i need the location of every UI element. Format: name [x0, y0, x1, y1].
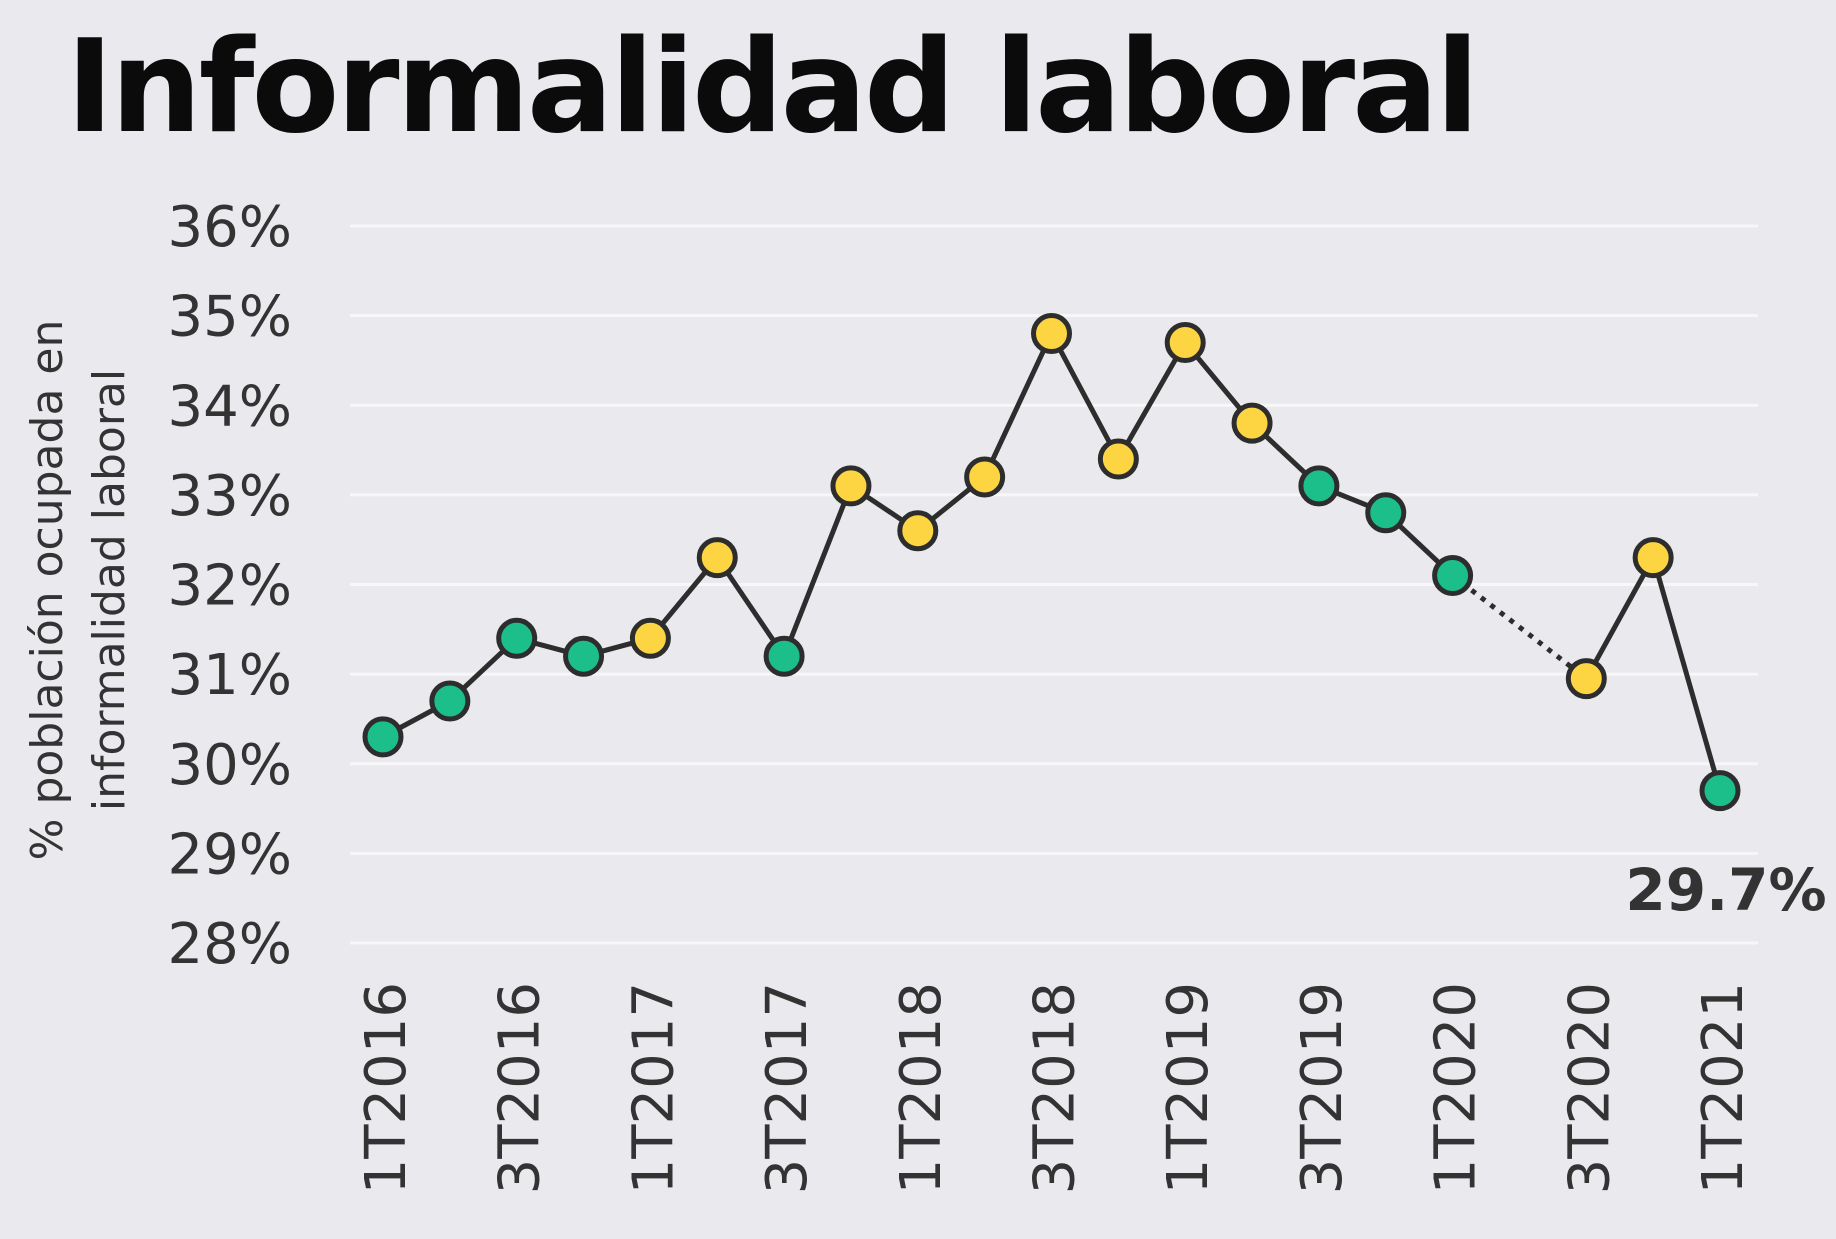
- x-tick-label: 1T2018: [889, 982, 954, 1194]
- data-point-3T2019: [1298, 465, 1340, 507]
- y-axis-label-line: informalidad laboral: [84, 369, 135, 811]
- y-tick-label: 36%: [168, 195, 292, 260]
- data-point-1T2019: [1164, 322, 1206, 364]
- x-tick-label: 1T2017: [621, 982, 686, 1194]
- y-axis-label-line: % población ocupada en: [22, 320, 73, 861]
- data-point-2T2016: [429, 680, 471, 722]
- y-axis-ticks: 28% 29% 30% 31% 32% 33% 34% 35% 36%: [168, 195, 292, 977]
- x-tick-label: 3T2017: [755, 982, 820, 1194]
- x-tick-label: 3T2019: [1290, 982, 1355, 1194]
- data-point-4T2017: [830, 465, 872, 507]
- data-point-2T2019: [1231, 402, 1273, 444]
- data-point-4T2016: [563, 635, 605, 677]
- data-point-3T2018: [1031, 313, 1072, 355]
- y-tick-label: 33%: [168, 464, 292, 529]
- data-point-1T2018: [897, 510, 939, 552]
- y-tick-label: 30%: [168, 733, 292, 798]
- x-tick-label: 1T2020: [1424, 982, 1489, 1194]
- y-tick-label: 35%: [168, 285, 292, 350]
- y-tick-label: 29%: [168, 822, 292, 887]
- x-tick-label: 3T2020: [1557, 982, 1622, 1194]
- x-tick-label: 1T2016: [354, 982, 419, 1194]
- data-point-3T2020: [1565, 658, 1607, 700]
- y-tick-label: 28%: [168, 912, 292, 977]
- y-axis-label: % población ocupada en informalidad labor…: [22, 320, 135, 861]
- data-point-3T2016: [496, 617, 538, 659]
- y-tick-label: 31%: [168, 643, 292, 708]
- data-point-2T2018: [964, 456, 1006, 498]
- data-point-4T2020: [1632, 537, 1674, 579]
- x-tick-label: 3T2016: [488, 982, 553, 1194]
- series-line: [381, 331, 1723, 792]
- data-point-4T2018: [1097, 438, 1139, 480]
- x-axis-ticks: 1T2016 3T2016 1T2017 3T2017 1T2018 3T2018 1T20…: [354, 982, 1756, 1194]
- data-point-3T2017: [763, 635, 805, 677]
- data-point-2T2017: [696, 537, 738, 579]
- y-tick-label: 34%: [168, 374, 292, 439]
- chart-title: Informalidad laboral: [66, 13, 1479, 162]
- data-point-1T2020: [1432, 555, 1474, 597]
- y-tick-label: 32%: [168, 554, 292, 619]
- data-point-1T2021: [1699, 770, 1741, 812]
- x-tick-label: 1T2019: [1156, 982, 1221, 1194]
- data-point-1T2017: [629, 617, 671, 659]
- x-tick-label: 1T2021: [1691, 982, 1756, 1194]
- data-label-last-value: 29.7%: [1625, 856, 1826, 924]
- data-point-4T2019: [1365, 492, 1407, 534]
- data-point-1T2016: [362, 716, 404, 758]
- annotations: 29.7%: [1625, 856, 1826, 924]
- dotted-gap-line: [1451, 573, 1588, 681]
- data-points: [362, 313, 1741, 812]
- x-tick-label: 3T2018: [1023, 982, 1088, 1194]
